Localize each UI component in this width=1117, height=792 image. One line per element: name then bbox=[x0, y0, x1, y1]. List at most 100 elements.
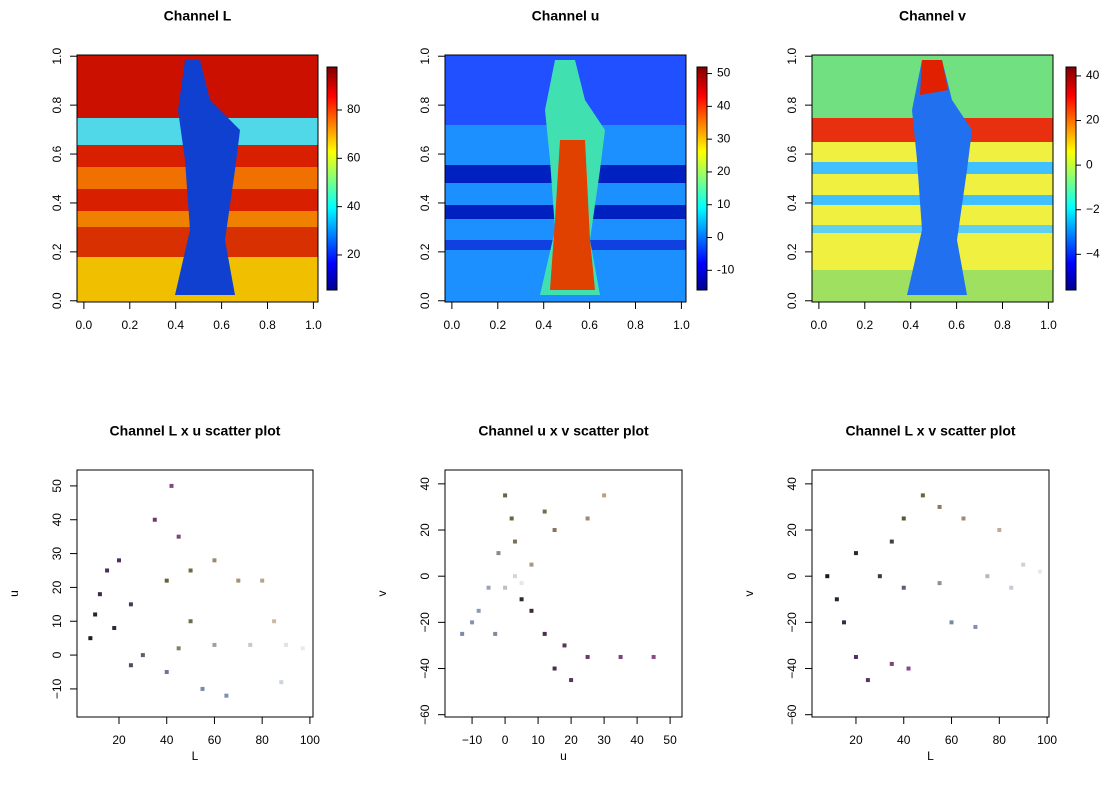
scatter-point bbox=[272, 619, 277, 624]
plot-frame bbox=[444, 54, 687, 303]
y-tick-label: 50 bbox=[50, 479, 64, 493]
scatter-point bbox=[260, 578, 265, 583]
y-tick-label: 0.6 bbox=[50, 145, 64, 162]
chart-title: Channel L x v scatter plot bbox=[845, 423, 1015, 439]
y-tick-label: 0.0 bbox=[418, 292, 432, 309]
scatter-point bbox=[937, 504, 942, 509]
y-axis-label: v bbox=[375, 591, 389, 597]
scatter-point bbox=[496, 551, 501, 556]
scatter-point bbox=[503, 585, 508, 590]
scatter-point bbox=[842, 620, 847, 625]
y-tick-label: −10 bbox=[50, 678, 64, 699]
scatter-point bbox=[176, 534, 181, 539]
x-tick-label: 100 bbox=[300, 733, 320, 747]
y-tick-label: 0.0 bbox=[50, 292, 64, 309]
x-tick-label: 0.4 bbox=[167, 318, 184, 332]
scatter-point bbox=[200, 686, 205, 691]
y-axis-label: v bbox=[742, 591, 756, 597]
x-axis-label: L bbox=[192, 749, 199, 763]
x-tick-label: 20 bbox=[564, 733, 578, 747]
x-tick-label: 0 bbox=[502, 733, 509, 747]
y-tick-label: 0.8 bbox=[50, 96, 64, 113]
scatter-point bbox=[116, 558, 121, 563]
colorbar-tick-label: 0 bbox=[717, 230, 724, 244]
scatter-point bbox=[224, 693, 229, 698]
scatter-point bbox=[997, 528, 1002, 533]
colorbar bbox=[696, 66, 708, 291]
x-tick-label: 20 bbox=[112, 733, 126, 747]
chart-title: Channel L x u scatter plot bbox=[110, 423, 281, 439]
scatter-point bbox=[877, 574, 882, 579]
scatter-point bbox=[569, 678, 574, 683]
scatter-point bbox=[112, 626, 117, 631]
y-tick-label: 1.0 bbox=[418, 48, 432, 65]
y-tick-label: 30 bbox=[50, 547, 64, 561]
scatter-point bbox=[865, 678, 870, 683]
x-tick-label: 80 bbox=[993, 733, 1007, 747]
scatter-point bbox=[1021, 562, 1026, 567]
x-tick-label: 0.2 bbox=[489, 318, 506, 332]
colorbar-tick-label: 0 bbox=[1086, 157, 1093, 171]
scatter-point bbox=[651, 654, 656, 659]
colorbar-tick-label: 80 bbox=[347, 102, 361, 116]
x-tick-label: 0.8 bbox=[994, 318, 1011, 332]
scatter-point bbox=[97, 592, 102, 597]
x-tick-label: 0.6 bbox=[581, 318, 598, 332]
x-tick-label: 60 bbox=[208, 733, 222, 747]
plot-frame bbox=[811, 469, 1050, 718]
scatter-point bbox=[519, 581, 524, 586]
chart-title: Channel v bbox=[899, 8, 966, 24]
x-tick-label: 60 bbox=[945, 733, 959, 747]
y-tick-label: 0.2 bbox=[785, 243, 799, 260]
scatter-point bbox=[901, 585, 906, 590]
colorbar-tick-label: -10 bbox=[717, 262, 735, 276]
image-l bbox=[77, 55, 318, 302]
y-tick-label: 0.4 bbox=[418, 194, 432, 211]
scatter-point bbox=[140, 653, 145, 658]
y-tick-label: 0 bbox=[785, 573, 799, 580]
scatter-point bbox=[476, 608, 481, 613]
x-tick-label: 20 bbox=[849, 733, 863, 747]
y-tick-label: 0.8 bbox=[785, 96, 799, 113]
scatter-point bbox=[973, 624, 978, 629]
scatter-point bbox=[920, 493, 925, 498]
x-tick-label: 1.0 bbox=[1040, 318, 1057, 332]
x-tick-label: 0.6 bbox=[213, 318, 230, 332]
scatter-point bbox=[834, 597, 839, 602]
y-tick-label: −40 bbox=[785, 658, 799, 679]
x-tick-label: 0.2 bbox=[856, 318, 873, 332]
scatter-point bbox=[128, 602, 133, 607]
colorbar-tick-label: −2 bbox=[1086, 202, 1100, 216]
scatter-point bbox=[105, 568, 110, 573]
scatter-point bbox=[470, 620, 475, 625]
scatter-point bbox=[512, 574, 517, 579]
scatter-point bbox=[889, 539, 894, 544]
scatter-point bbox=[529, 608, 534, 613]
x-tick-label: 0.2 bbox=[121, 318, 138, 332]
colorbar-tick-label: 40 bbox=[347, 199, 361, 213]
y-tick-label: 0.0 bbox=[785, 292, 799, 309]
scatter-point bbox=[188, 568, 193, 573]
y-tick-label: −40 bbox=[418, 658, 432, 679]
y-tick-label: 0.2 bbox=[418, 243, 432, 260]
scatter-point bbox=[93, 612, 98, 617]
x-tick-label: 10 bbox=[531, 733, 545, 747]
colorbar-tick-label: 20 bbox=[717, 164, 731, 178]
scatter-point bbox=[509, 516, 514, 521]
y-tick-label: 40 bbox=[50, 513, 64, 527]
x-tick-label: 1.0 bbox=[305, 318, 322, 332]
y-tick-label: 0 bbox=[418, 573, 432, 580]
scatter-point bbox=[542, 631, 547, 636]
colorbar-tick-label: 60 bbox=[347, 150, 361, 164]
scatter-point bbox=[889, 661, 894, 666]
scatter-point bbox=[562, 643, 567, 648]
scatter-point bbox=[529, 562, 534, 567]
scatter-point bbox=[493, 631, 498, 636]
colorbar bbox=[1065, 66, 1077, 291]
plot-frame bbox=[444, 469, 683, 718]
scatter-point bbox=[602, 493, 607, 498]
plot-frame bbox=[76, 54, 319, 303]
y-tick-label: 0.4 bbox=[785, 194, 799, 211]
